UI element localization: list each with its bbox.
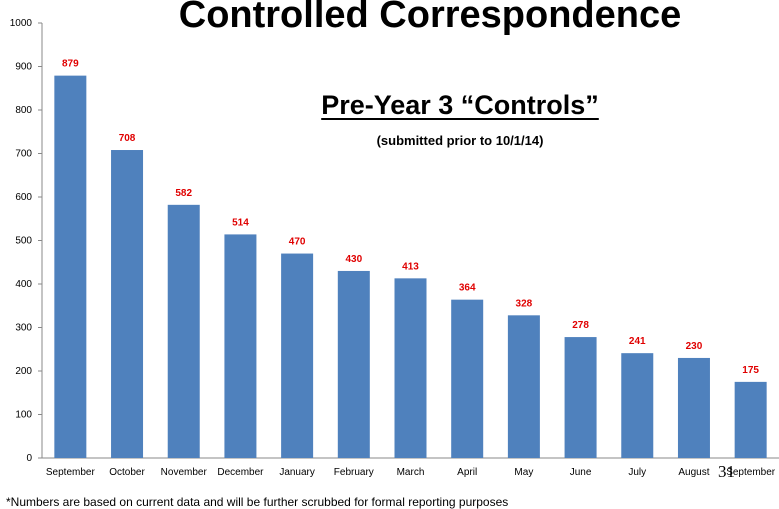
bar	[507, 315, 540, 458]
data-label: 230	[686, 341, 703, 352]
data-label: 582	[175, 188, 192, 199]
bar	[54, 75, 87, 458]
bar	[621, 353, 654, 458]
y-tick-label: 200	[15, 366, 32, 377]
bar	[167, 204, 200, 458]
footnote: *Numbers are based on current data and w…	[6, 495, 509, 509]
y-tick-label: 500	[15, 236, 32, 247]
data-label: 470	[289, 237, 306, 248]
data-label: 328	[516, 298, 533, 309]
page-title: Controlled Correspondence	[178, 0, 682, 36]
y-tick-label: 600	[15, 192, 32, 203]
data-label: 278	[572, 320, 589, 331]
data-label: 430	[345, 254, 362, 265]
chart-subtitle: Pre-Year 3 “Controls”	[321, 90, 599, 120]
bar	[281, 253, 314, 458]
y-tick-label: 800	[15, 105, 32, 116]
bar	[224, 234, 257, 458]
x-tick-label: September	[726, 467, 776, 478]
x-tick-label: November	[161, 467, 208, 478]
x-tick-label: July	[628, 467, 646, 478]
bar	[394, 278, 427, 458]
data-label: 879	[62, 59, 79, 70]
data-label: 708	[119, 133, 136, 144]
x-tick-label: September	[46, 467, 96, 478]
bar	[677, 357, 710, 458]
x-tick-label: January	[279, 467, 315, 478]
data-label: 413	[402, 261, 419, 272]
page-number: 31	[718, 462, 735, 481]
data-label: 175	[742, 365, 759, 376]
bar	[564, 337, 597, 458]
x-tick-label: August	[678, 467, 709, 478]
data-label: 514	[232, 217, 249, 228]
x-tick-label: April	[457, 467, 477, 478]
data-label: 241	[629, 336, 646, 347]
y-tick-label: 400	[15, 279, 32, 290]
data-label: 364	[459, 283, 476, 294]
bar	[337, 270, 370, 458]
x-tick-label: May	[514, 467, 533, 478]
x-tick-label: February	[334, 467, 374, 478]
y-tick-label: 100	[15, 410, 32, 421]
y-tick-label: 900	[15, 62, 32, 73]
chart-note: (submitted prior to 10/1/14)	[376, 133, 544, 148]
y-tick-label: 1000	[10, 18, 33, 29]
y-tick-label: 0	[26, 453, 32, 464]
y-tick-label: 700	[15, 149, 32, 160]
x-tick-label: October	[109, 467, 145, 478]
x-tick-label: December	[217, 467, 264, 478]
x-tick-label: March	[397, 467, 425, 478]
bar	[451, 299, 484, 458]
bar	[734, 381, 767, 458]
bar	[111, 150, 144, 458]
y-tick-label: 300	[15, 323, 32, 334]
x-tick-label: June	[570, 467, 592, 478]
